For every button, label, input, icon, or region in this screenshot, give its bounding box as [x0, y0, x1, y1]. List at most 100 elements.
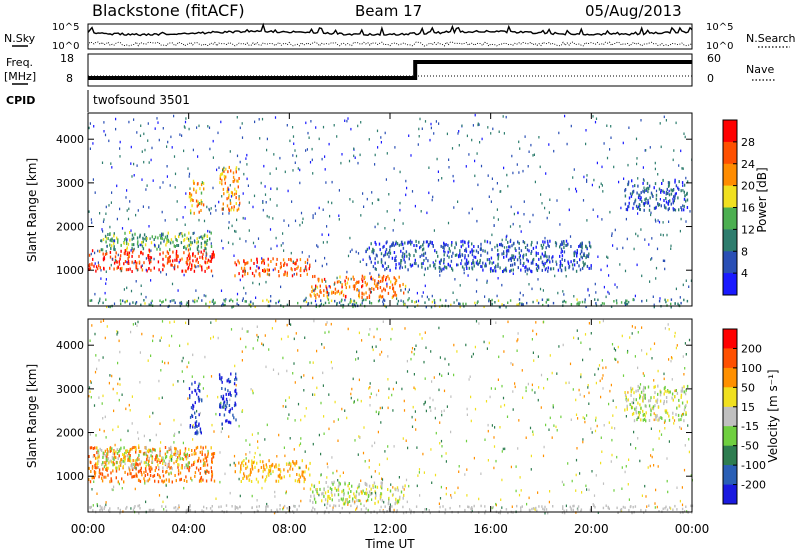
heatmap-cell — [124, 300, 126, 304]
heatmap-cell — [222, 405, 224, 409]
heatmap-cell — [278, 433, 280, 437]
heatmap-cell — [157, 236, 159, 240]
heatmap-cell — [251, 465, 253, 469]
heatmap-cell — [510, 465, 512, 469]
heatmap-cell — [656, 401, 658, 404]
heatmap-cell — [346, 416, 348, 420]
heatmap-cell — [235, 166, 238, 170]
heatmap-cell — [622, 246, 624, 250]
heatmap-cell — [679, 511, 682, 514]
heatmap-cell — [627, 163, 629, 167]
heatmap-cell — [119, 299, 122, 302]
heatmap-cell — [402, 496, 404, 500]
heatmap-cell — [160, 336, 162, 339]
heatmap-cell — [374, 163, 376, 166]
heatmap-cell — [141, 268, 144, 272]
heatmap-cell — [665, 119, 667, 122]
heatmap-cell — [459, 252, 461, 256]
y-tick-label: 4000 — [56, 339, 84, 352]
heatmap-cell — [606, 124, 608, 127]
heatmap-cell — [471, 355, 473, 358]
heatmap-cell — [403, 409, 406, 412]
heatmap-cell — [472, 352, 474, 356]
heatmap-cell — [268, 468, 270, 472]
heatmap-cell — [251, 459, 253, 463]
heatmap-cell — [287, 417, 289, 420]
heatmap-cell — [174, 264, 176, 268]
heatmap-cell — [343, 502, 346, 506]
heatmap-cell — [582, 358, 584, 362]
heatmap-cell — [444, 357, 446, 361]
heatmap-cell — [252, 461, 254, 465]
heatmap-cell — [112, 452, 114, 455]
heatmap-cell — [161, 396, 163, 399]
heatmap-cell — [321, 492, 323, 496]
heatmap-cell — [516, 349, 518, 352]
heatmap-cell — [463, 240, 466, 244]
heatmap-cell — [403, 252, 406, 256]
x-tick-label: 04:00 — [171, 522, 206, 536]
heatmap-cell — [179, 471, 182, 475]
heatmap-cell — [595, 381, 597, 385]
heatmap-cell — [658, 203, 661, 207]
heatmap-cell — [153, 266, 155, 270]
heatmap-cell — [150, 354, 152, 357]
heatmap-cell — [589, 347, 591, 351]
heatmap-cell — [580, 341, 582, 344]
heatmap-cell — [662, 507, 664, 511]
heatmap-cell — [127, 472, 129, 476]
heatmap-cell — [250, 480, 253, 483]
heatmap-cell — [408, 484, 410, 488]
heatmap-cell — [374, 257, 376, 261]
heatmap-cell — [110, 201, 112, 204]
heatmap-cell — [664, 259, 666, 263]
heatmap-cell — [294, 149, 296, 152]
heatmap-cell — [137, 456, 140, 460]
heatmap-cell — [356, 499, 358, 503]
heatmap-cell — [189, 247, 191, 251]
heatmap-cell — [666, 400, 668, 404]
heatmap-cell — [181, 134, 183, 137]
heatmap-cell — [173, 441, 175, 444]
heatmap-cell — [320, 474, 322, 477]
heatmap-cell — [430, 122, 432, 126]
heatmap-cell — [507, 301, 509, 304]
heatmap-cell — [182, 216, 184, 219]
heatmap-cell — [269, 466, 272, 470]
heatmap-cell — [136, 268, 138, 272]
heatmap-cell — [434, 249, 436, 253]
heatmap-cell — [225, 298, 227, 301]
heatmap-cell — [377, 222, 379, 226]
heatmap-cell — [400, 249, 402, 253]
heatmap-cell — [250, 300, 252, 304]
heatmap-cell — [244, 300, 246, 303]
heatmap-cell — [310, 294, 312, 298]
heatmap-cell — [306, 148, 308, 151]
heatmap-cell — [342, 293, 345, 297]
heatmap-cell — [608, 274, 610, 277]
heatmap-cell — [88, 466, 90, 470]
heatmap-cell — [644, 396, 646, 400]
heatmap-cell — [333, 480, 335, 484]
heatmap-cell — [278, 274, 280, 278]
heatmap-cell — [680, 301, 682, 305]
heatmap-cell — [430, 448, 432, 451]
heatmap-cell — [134, 260, 136, 263]
heatmap-cell — [437, 254, 439, 258]
heatmap-cell — [202, 182, 205, 185]
heatmap-cell — [581, 250, 583, 254]
heatmap-cell — [389, 503, 391, 506]
heatmap-cell — [225, 419, 227, 423]
heatmap-cell — [495, 269, 497, 273]
heatmap-cell — [89, 339, 91, 342]
heatmap-cell — [109, 243, 111, 247]
heatmap-cell — [131, 465, 133, 469]
heatmap-cell — [625, 207, 628, 211]
heatmap-cell — [321, 264, 323, 268]
heatmap-cell — [354, 303, 356, 307]
heatmap-cell — [332, 482, 334, 486]
heatmap-cell — [326, 476, 328, 479]
heatmap-cell — [150, 249, 152, 252]
heatmap-cell — [256, 265, 258, 268]
heatmap-cell — [149, 255, 151, 259]
